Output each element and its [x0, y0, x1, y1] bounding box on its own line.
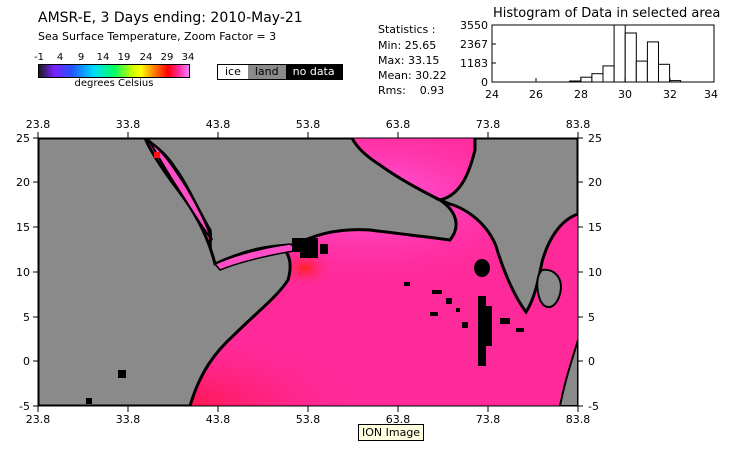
map-top-tick-marks [37, 132, 579, 138]
lon-tick-label-top: 73.8 [476, 118, 501, 131]
lat-tick-label-left: 15 [16, 221, 30, 234]
lat-tick-label-left: 10 [16, 266, 30, 279]
lat-tick-label-right: 25 [588, 132, 602, 145]
histogram-y-tick-marks [492, 24, 496, 83]
histogram-x-tick-marks [491, 78, 715, 82]
lon-tick-label-top: 43.8 [206, 118, 231, 131]
histogram-x-tick-label: 28 [574, 88, 588, 101]
histogram-x-tick-label: 24 [485, 88, 499, 101]
histogram-y-tick-label: 2367 [460, 38, 488, 51]
statistics-heading: Statistics : [378, 23, 436, 36]
histogram-x-tick-label: 30 [618, 88, 632, 101]
histogram-bars [569, 24, 682, 83]
lon-tick-label-top: 33.8 [116, 118, 141, 131]
lon-tick-label-top: 53.8 [296, 118, 321, 131]
land-sri-lanka [536, 268, 562, 309]
histogram-bar [658, 63, 671, 83]
colorbar-tick: 14 [96, 52, 110, 63]
histogram-title: Histogram of Data in selected area [493, 6, 721, 21]
histogram-y-tick-label: 3550 [460, 19, 488, 32]
lon-tick-label-bottom: 43.8 [206, 413, 231, 426]
lat-tick-label-left: 25 [16, 132, 30, 145]
lon-tick-label-bottom: 53.8 [296, 413, 321, 426]
legend-no-data: no data [285, 65, 342, 79]
lon-tick-label-bottom: 63.8 [386, 413, 411, 426]
sst-map[interactable]: 23.8 33.8 43.8 53.8 63.8 73.8 83.8 23.8 … [0, 0, 731, 430]
lon-tick-label-bottom: 23.8 [26, 413, 51, 426]
image-subtitle: Sea Surface Temperature, Zoom Factor = 3 [38, 30, 277, 43]
lon-tick-label-bottom: 33.8 [116, 413, 141, 426]
lat-tick-label-right: 20 [588, 176, 602, 189]
image-tooltip: ION Image [358, 424, 425, 441]
temperature-colorbar [38, 64, 190, 78]
histogram-x-tick-label: 32 [663, 88, 677, 101]
colorbar-tick: 4 [56, 52, 64, 63]
colorbar-tick: -1 [34, 52, 44, 63]
lat-tick-label-left: -5 [19, 400, 30, 413]
histogram-bar [646, 41, 660, 83]
colorbar-tick: 24 [139, 52, 153, 63]
histogram-x-tick-label: 34 [704, 88, 718, 101]
lat-tick-label-right: 5 [588, 311, 595, 324]
histogram-x-tick-label: 26 [529, 88, 543, 101]
colorbar-tick: 34 [181, 52, 195, 63]
lon-tick-label-top: 23.8 [26, 118, 51, 131]
lat-tick-label-left: 5 [23, 311, 30, 324]
red-sea [149, 141, 213, 241]
lat-tick-label-right: -5 [588, 400, 599, 413]
statistics-panel: Statistics : Min: 25.65 Max: 33.15 Mean:… [378, 22, 447, 98]
map-bottom-tick-marks [37, 406, 579, 412]
no-data-speckles [86, 238, 524, 404]
statistics-min: Min: 25.65 [378, 39, 437, 52]
histogram-y-tick-label: 0 [481, 76, 488, 89]
lon-tick-label-top: 63.8 [386, 118, 411, 131]
colorbar-tick: 29 [160, 52, 174, 63]
colorbar-tick: 9 [77, 52, 85, 63]
lat-tick-label-right: 0 [588, 355, 595, 368]
lon-tick-label-bottom: 83.8 [566, 413, 591, 426]
histogram-bar [624, 32, 637, 83]
statistics-mean: Mean: 30.22 [378, 69, 447, 82]
lat-tick-label-left: 20 [16, 176, 30, 189]
lat-tick-label-right: 10 [588, 266, 602, 279]
legend-ice: ice [218, 65, 248, 79]
lat-tick-label-left: 0 [23, 355, 30, 368]
statistics-max: Max: 33.15 [378, 54, 440, 67]
surface-type-legend: ice land no data [217, 64, 343, 80]
histogram-chart: 3550 2367 1183 0 24 26 28 30 32 34 [460, 19, 718, 101]
lon-tick-label-top: 83.8 [566, 118, 591, 131]
statistics-rms: Rms: 0.93 [378, 84, 445, 97]
legend-land: land [247, 65, 286, 79]
image-title: AMSR-E, 3 Days ending: 2010-May-21 [38, 10, 303, 26]
colorbar-tick: 19 [117, 52, 131, 63]
map-right-tick-marks [578, 137, 583, 407]
lat-tick-label-right: 15 [588, 221, 602, 234]
map-left-tick-marks [33, 137, 38, 407]
histogram-y-tick-label: 1183 [460, 57, 488, 70]
lon-tick-label-bottom: 73.8 [476, 413, 501, 426]
colorbar-units-label: degrees Celsius [74, 78, 154, 89]
